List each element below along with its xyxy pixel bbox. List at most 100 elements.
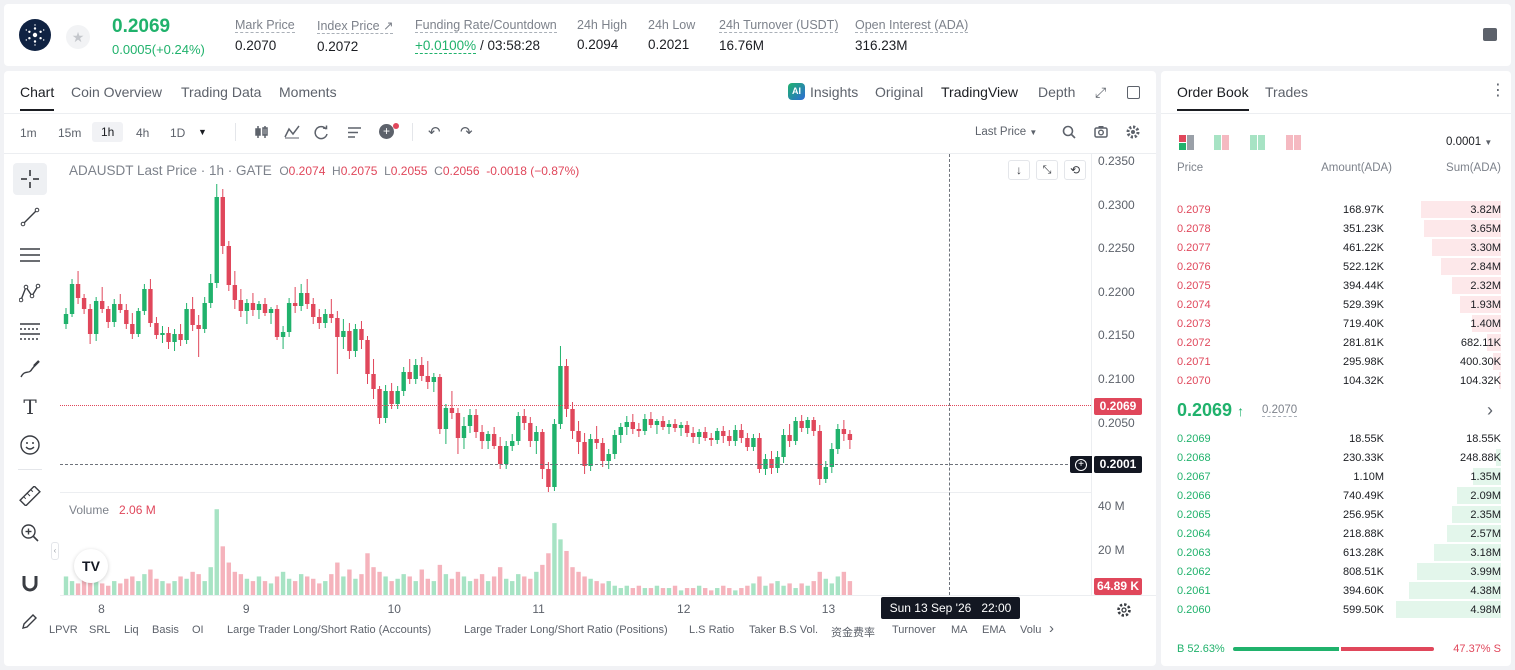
pattern-tool[interactable] bbox=[13, 277, 47, 309]
redo-icon[interactable]: ↷ bbox=[460, 124, 473, 141]
indicator-ema[interactable]: EMA bbox=[982, 624, 1006, 636]
indicator-taker-bs-vol[interactable]: Taker B.S Vol. bbox=[749, 624, 819, 636]
tab-insights[interactable]: Insights bbox=[810, 84, 859, 100]
gear-icon[interactable] bbox=[1126, 125, 1140, 139]
download-icon[interactable]: ↓ bbox=[1008, 160, 1030, 180]
view-split-icon[interactable] bbox=[1250, 135, 1266, 151]
window-icon[interactable] bbox=[1127, 86, 1140, 99]
indicator-ma[interactable]: MA bbox=[951, 624, 968, 636]
indicator-turnover[interactable]: Turnover bbox=[892, 624, 936, 636]
candlestick-chart[interactable] bbox=[60, 154, 1091, 492]
tab-moments[interactable]: Moments bbox=[279, 84, 337, 100]
horizontal-lines-tool[interactable] bbox=[13, 239, 47, 271]
stat-index-price[interactable]: Index Price ↗ 0.2072 bbox=[317, 18, 394, 54]
candles-icon[interactable] bbox=[254, 125, 270, 139]
ask-row[interactable]: 0.2074 529.39K 1.93M bbox=[1161, 295, 1511, 314]
tab-trading-data[interactable]: Trading Data bbox=[181, 84, 262, 100]
interval-1d[interactable]: 1D bbox=[170, 126, 186, 140]
chevron-right-icon[interactable]: › bbox=[1487, 400, 1493, 420]
price-type-select[interactable]: Last Price ▼ bbox=[975, 126, 1037, 138]
text-tool[interactable]: T bbox=[23, 395, 37, 419]
bid-row[interactable]: 0.2063 613.28K 3.18M bbox=[1161, 543, 1511, 562]
indicator-basis[interactable]: Basis bbox=[152, 624, 179, 636]
brush-tool[interactable] bbox=[13, 353, 47, 385]
indicator-funding-rate[interactable]: 资金费率 bbox=[831, 627, 875, 639]
stat-open-interest[interactable]: Open Interest (ADA) 316.23M bbox=[855, 18, 969, 53]
tab-order-book[interactable]: Order Book bbox=[1177, 84, 1249, 111]
bid-row[interactable]: 0.2062 808.51K 3.99M bbox=[1161, 562, 1511, 581]
ask-row[interactable]: 0.2076 522.12K 2.84M bbox=[1161, 257, 1511, 276]
tab-original[interactable]: Original bbox=[875, 84, 924, 100]
expand-icon[interactable]: ⤢ bbox=[1095, 84, 1107, 100]
bid-row[interactable]: 0.2068 230.33K 248.88K bbox=[1161, 448, 1511, 467]
stat-24h-turnover[interactable]: 24h Turnover (USDT) 16.76M bbox=[719, 18, 839, 53]
ai-insights-icon[interactable]: AI bbox=[788, 83, 805, 100]
indicator-oi[interactable]: OI bbox=[192, 624, 204, 636]
templates-icon[interactable] bbox=[347, 126, 362, 139]
undo-icon[interactable]: ↶ bbox=[428, 124, 441, 141]
indicator-srl[interactable]: SRL bbox=[89, 624, 111, 636]
ask-row[interactable]: 0.2072 281.81K 682.11K bbox=[1161, 333, 1511, 352]
favorite-star-icon[interactable]: ★ bbox=[66, 25, 90, 49]
ask-row[interactable]: 0.2075 394.44K 2.32M bbox=[1161, 276, 1511, 295]
view-asks-icon[interactable] bbox=[1286, 135, 1302, 151]
collapse-icon[interactable]: ⤡ bbox=[1036, 160, 1058, 180]
zoom-in-tool[interactable] bbox=[13, 517, 47, 549]
ask-row[interactable]: 0.2073 719.40K 1.40M bbox=[1161, 314, 1511, 333]
ask-row[interactable]: 0.2070 104.32K 104.32K bbox=[1161, 371, 1511, 390]
interval-4h[interactable]: 4h bbox=[136, 126, 150, 140]
camera-icon[interactable] bbox=[1094, 125, 1108, 138]
search-icon[interactable] bbox=[1062, 125, 1076, 139]
chevron-right-icon[interactable]: › bbox=[1049, 620, 1054, 637]
mid-price[interactable]: 0.2069 ↑ bbox=[1177, 400, 1244, 421]
indicator-lpvr[interactable]: LPVR bbox=[49, 624, 78, 636]
add-plus-icon[interactable]: + bbox=[379, 124, 394, 139]
view-bids-icon[interactable] bbox=[1214, 135, 1230, 151]
bid-row[interactable]: 0.2065 256.95K 2.35M bbox=[1161, 505, 1511, 524]
indicator-ls-ratio[interactable]: L.S Ratio bbox=[689, 624, 735, 636]
chart-settings-gear-icon[interactable] bbox=[1116, 602, 1132, 618]
chevron-down-icon[interactable]: ▼ bbox=[198, 127, 207, 137]
volume-chart[interactable] bbox=[60, 493, 1091, 595]
indicators-icon[interactable] bbox=[284, 125, 300, 139]
interval-1h[interactable]: 1h bbox=[92, 122, 124, 142]
tab-coin-overview[interactable]: Coin Overview bbox=[71, 84, 163, 100]
tradingview-logo-icon[interactable]: TV bbox=[74, 549, 108, 583]
ask-row[interactable]: 0.2078 351.23K 3.65M bbox=[1161, 219, 1511, 238]
magnet-tool[interactable] bbox=[13, 567, 47, 599]
book-icon[interactable] bbox=[1483, 28, 1497, 41]
ask-row[interactable]: 0.2077 461.22K 3.30M bbox=[1161, 238, 1511, 257]
crosshair-tool[interactable] bbox=[13, 163, 47, 195]
interval-1m[interactable]: 1m bbox=[20, 126, 37, 140]
bid-row[interactable]: 0.2064 218.88K 2.57M bbox=[1161, 524, 1511, 543]
tab-depth[interactable]: Depth bbox=[1038, 84, 1076, 100]
tab-tradingview[interactable]: TradingView bbox=[941, 84, 1019, 100]
ask-row[interactable]: 0.2079 168.97K 3.82M bbox=[1161, 200, 1511, 219]
bid-row[interactable]: 0.2069 18.55K 18.55K bbox=[1161, 429, 1511, 448]
precision-select[interactable]: 0.0001 ▼ bbox=[1446, 136, 1492, 148]
indicator-lt-ratio-positions[interactable]: Large Trader Long/Short Ratio (Positions… bbox=[464, 624, 668, 636]
indicator-liq[interactable]: Liq bbox=[124, 624, 139, 636]
trend-line-tool[interactable] bbox=[13, 201, 47, 233]
stat-funding-rate[interactable]: Funding Rate/Countdown +0.0100% / 03:58:… bbox=[415, 18, 557, 54]
interval-15m[interactable]: 15m bbox=[58, 126, 82, 140]
indicator-volume[interactable]: Volu bbox=[1020, 624, 1042, 636]
bid-row[interactable]: 0.2066 740.49K 2.09M bbox=[1161, 486, 1511, 505]
ruler-tool[interactable] bbox=[13, 480, 47, 512]
view-both-icon[interactable] bbox=[1179, 135, 1195, 151]
ask-row[interactable]: 0.2071 295.98K 400.30K bbox=[1161, 352, 1511, 371]
bid-row[interactable]: 0.2060 599.50K 4.98M bbox=[1161, 600, 1511, 619]
indicator-lt-ratio-accounts[interactable]: Large Trader Long/Short Ratio (Accounts) bbox=[227, 624, 432, 636]
bid-row[interactable]: 0.2067 1.10M 1.35M bbox=[1161, 467, 1511, 486]
stat-mark-price[interactable]: Mark Price 0.2070 bbox=[235, 18, 295, 53]
add-order-icon[interactable]: + bbox=[1070, 456, 1092, 473]
fullscreen-icon[interactable]: ⟲ bbox=[1064, 160, 1086, 180]
collapse-sidebar-icon[interactable]: ‹ bbox=[51, 542, 59, 560]
tab-chart[interactable]: Chart bbox=[20, 84, 55, 111]
refresh-icon[interactable] bbox=[314, 125, 329, 140]
more-options-icon[interactable]: ⋮ bbox=[1490, 82, 1506, 99]
bid-row[interactable]: 0.2061 394.60K 4.38M bbox=[1161, 581, 1511, 600]
fib-tool[interactable] bbox=[13, 315, 47, 347]
pencil-lock-tool[interactable] bbox=[13, 605, 47, 637]
tab-trades[interactable]: Trades bbox=[1265, 84, 1309, 100]
